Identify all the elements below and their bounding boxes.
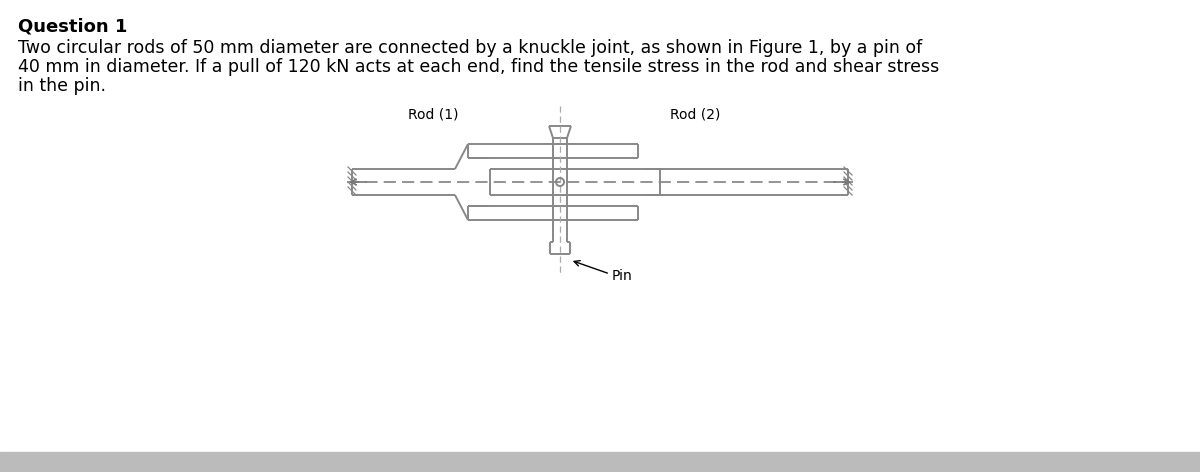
Text: 40 mm in diameter. If a pull of 120 kN acts at each end, find the tensile stress: 40 mm in diameter. If a pull of 120 kN a… — [18, 58, 940, 76]
Text: 50 x 11.00 in: 50 x 11.00 in — [8, 455, 90, 469]
Text: Question 1: Question 1 — [18, 17, 127, 35]
Text: Pin: Pin — [612, 269, 632, 283]
Bar — [0, 452, 1200, 472]
Text: in the pin.: in the pin. — [18, 77, 106, 95]
Text: Rod (2): Rod (2) — [670, 108, 720, 122]
Text: Rod (1): Rod (1) — [408, 108, 458, 122]
Text: Two circular rods of 50 mm diameter are connected by a knuckle joint, as shown i: Two circular rods of 50 mm diameter are … — [18, 39, 923, 57]
